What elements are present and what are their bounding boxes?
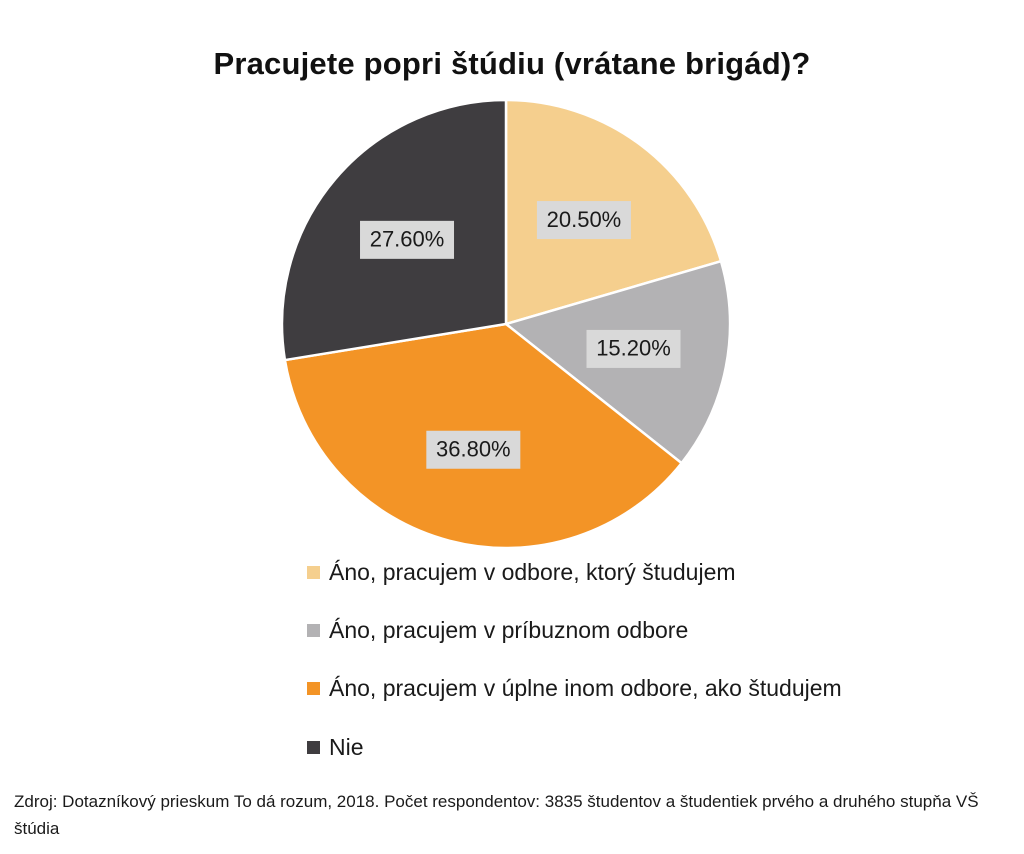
- legend-swatch: [307, 740, 320, 754]
- legend-swatch: [307, 681, 320, 695]
- data-label-background: [426, 430, 521, 469]
- data-label-text: 15.20%: [596, 336, 671, 361]
- slice-data-label: 20.50%: [536, 201, 631, 240]
- slice-data-label: 27.60%: [360, 220, 455, 259]
- legend-label: Nie: [329, 733, 364, 760]
- legend-item: Nie: [307, 727, 364, 767]
- data-label-text: 27.60%: [370, 227, 445, 252]
- data-label-text: 20.50%: [547, 207, 622, 232]
- pie-data-labels: 20.50% 15.20% 36.80% 27.60%: [360, 201, 681, 469]
- chart-title: Pracujete popri štúdiu (vrátane brigád)?: [213, 46, 811, 81]
- legend-label: Áno, pracujem v príbuznom odbore: [329, 616, 689, 643]
- legend-item: Áno, pracujem v odbore, ktorý študujem: [307, 552, 736, 592]
- source-note: Zdroj: Dotazníkový prieskum To dá rozum,…: [14, 792, 979, 838]
- legend-swatch: [307, 623, 320, 637]
- slice-data-label: 36.80%: [426, 430, 521, 469]
- legend-item: Áno, pracujem v úplne inom odbore, ako š…: [307, 668, 842, 708]
- data-label-background: [360, 220, 455, 259]
- legend-label: Áno, pracujem v úplne inom odbore, ako š…: [329, 674, 842, 701]
- legend-swatch: [307, 565, 320, 579]
- data-label-text: 36.80%: [436, 437, 511, 462]
- pie-slices: [280, 98, 732, 550]
- data-label-background: [586, 329, 681, 368]
- legend-item: Áno, pracujem v príbuznom odbore: [307, 610, 688, 650]
- pie-chart: 20.50% 15.20% 36.80% 27.60%: [280, 98, 732, 550]
- slice-data-label: 15.20%: [586, 329, 681, 368]
- legend-label: Áno, pracujem v odbore, ktorý študujem: [329, 558, 736, 585]
- data-label-background: [536, 201, 631, 240]
